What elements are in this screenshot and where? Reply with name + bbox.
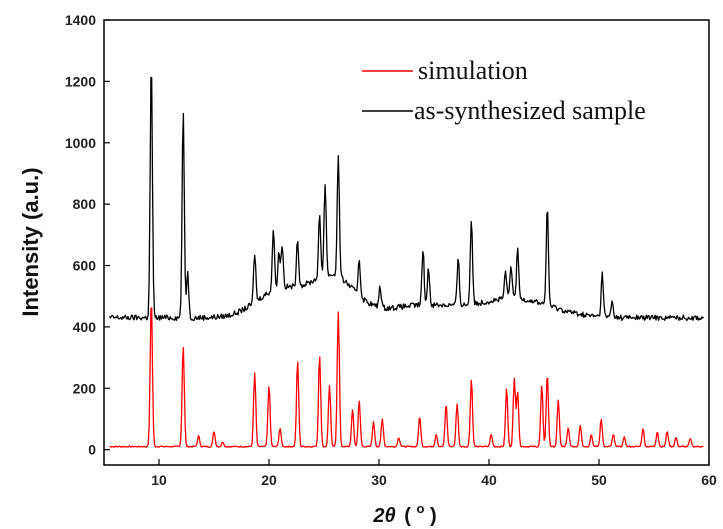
- x-axis-title-sup: o: [416, 501, 424, 516]
- x-tick-label-0: 10: [151, 472, 167, 488]
- x-axis-title-open: (: [404, 505, 411, 527]
- plot-frame: [103, 19, 710, 466]
- y-tick-label-3: 600: [73, 258, 97, 274]
- x-axis-title-main: 2θ: [372, 505, 395, 527]
- x-tick-label-1: 20: [261, 472, 277, 488]
- legend: simulation as-synthesized sample: [362, 56, 646, 125]
- x-axis-title-close: ): [430, 505, 437, 527]
- y-tick-label-4: 800: [73, 196, 97, 212]
- series-layer: [108, 76, 705, 448]
- y-tick-label-6: 1200: [65, 73, 96, 89]
- x-axis-title: 2θ ( o ): [372, 496, 436, 527]
- series-line-as-synthesized-sample: [108, 76, 705, 322]
- y-axis-title: Intensity (a.u.): [18, 167, 43, 316]
- y-tick-label-5: 1000: [65, 135, 96, 151]
- x-tick-label-3: 40: [481, 472, 497, 488]
- y-tick-label-1: 200: [73, 380, 97, 396]
- series-line-simulation: [109, 307, 704, 448]
- x-tick-label-2: 30: [371, 472, 387, 488]
- x-tick-label-4: 50: [591, 472, 607, 488]
- y-tick-label-7: 1400: [65, 12, 96, 28]
- y-tick-label-0: 0: [88, 442, 96, 458]
- legend-label-simulation: simulation: [418, 56, 528, 85]
- y-tick-label-2: 400: [73, 319, 97, 335]
- x-tick-label-5: 60: [701, 472, 717, 488]
- legend-label-sample: as-synthesized sample: [414, 96, 646, 125]
